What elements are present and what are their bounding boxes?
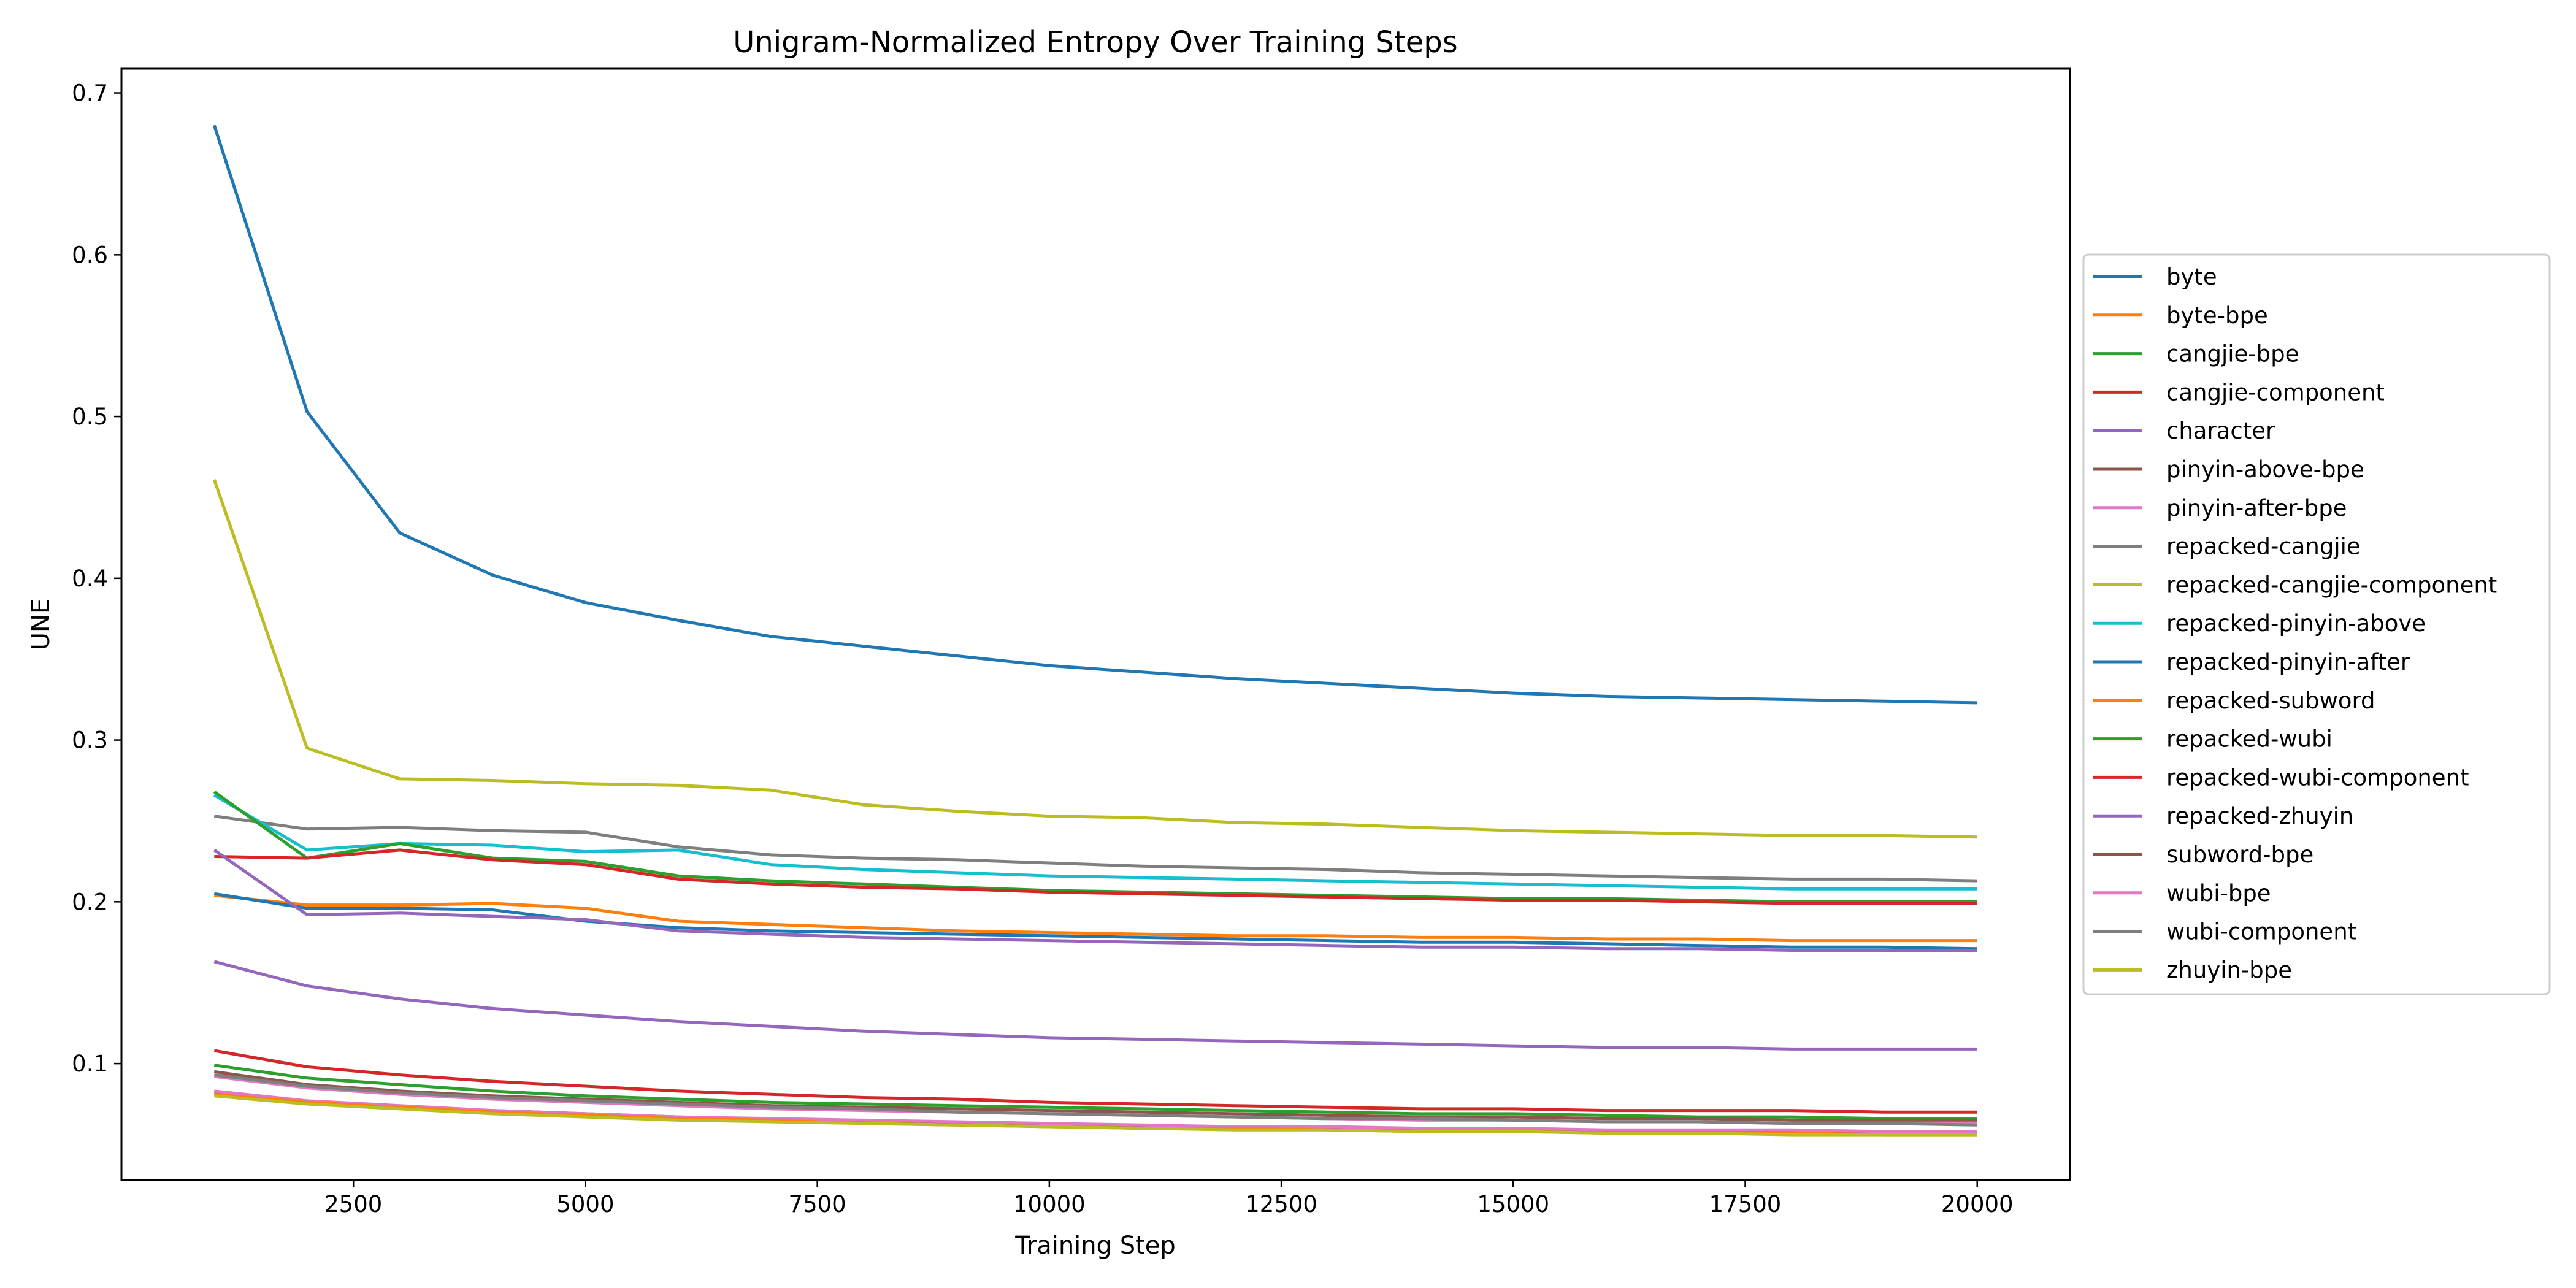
x-axis: 2500 5000 7500 10000 12500 15000 17500 20000: [324, 1180, 2014, 1217]
x-tick-label: 12500: [1245, 1191, 1317, 1217]
legend-label: repacked-cangjie: [2166, 534, 2361, 560]
legend-label: pinyin-after-bpe: [2166, 495, 2347, 521]
legend-label: subword-bpe: [2166, 841, 2313, 868]
legend-label: repacked-pinyin-after: [2166, 649, 2410, 675]
legend-label: zhuyin-bpe: [2166, 957, 2292, 983]
series-line-wubi-component: [213, 1073, 1977, 1127]
series-line-cangjie-bpe: [213, 1064, 1977, 1121]
y-tick-label: 0.7: [72, 80, 108, 107]
series-line-subword-bpe: [213, 1070, 1977, 1122]
legend-label: repacked-zhuyin: [2166, 803, 2353, 829]
series-line-repacked-pinyin-after: [213, 892, 1977, 951]
x-tick-label: 10000: [1013, 1191, 1086, 1217]
series-line-pinyin-after-bpe: [214, 1089, 1977, 1133]
legend-label: repacked-cangjie-component: [2166, 572, 2497, 598]
series-line-repacked-pinyin-above: [213, 794, 1977, 891]
y-tick-label: 0.2: [72, 889, 108, 915]
x-tick-label: 2500: [324, 1191, 382, 1217]
chart-title: Unigram-Normalized Entropy Over Training…: [733, 25, 1457, 59]
y-tick-label: 0.5: [72, 404, 108, 430]
series-line-repacked-cangjie: [213, 815, 1977, 883]
x-tick-label: 15000: [1477, 1191, 1549, 1217]
y-axis-title: UNE: [27, 599, 55, 650]
x-tick-label: 20000: [1941, 1191, 2014, 1217]
legend-label: repacked-pinyin-above: [2166, 610, 2426, 637]
legend-label: cangjie-bpe: [2166, 341, 2299, 367]
x-tick-label: 17500: [1709, 1191, 1782, 1217]
x-tick-label: 7500: [789, 1191, 846, 1217]
series-line-zhuyin-bpe: [214, 1094, 1977, 1137]
legend-frame: [2082, 253, 2551, 995]
series-line-repacked-cangjie-component: [212, 479, 1977, 839]
legend-label: wubi-bpe: [2166, 880, 2271, 907]
legend: byte byte-bpe cangjie-bpe cangjie-component…: [2082, 253, 2551, 995]
plot-area-frame: [120, 67, 2071, 1181]
legend-label: pinyin-above-bpe: [2166, 456, 2364, 483]
x-axis-title: Training Step: [1014, 1232, 1176, 1260]
legend-label: repacked-subword: [2166, 688, 2375, 714]
legend-label: wubi-component: [2166, 919, 2356, 945]
legend-label: cangjie-component: [2166, 379, 2385, 405]
series-line-cangjie-component: [213, 1049, 1977, 1114]
series-line-byte-bpe: [214, 894, 1977, 943]
y-tick-label: 0.3: [72, 727, 108, 754]
y-tick-label: 0.6: [72, 242, 108, 268]
series-line-character: [213, 960, 1977, 1051]
legend-label: repacked-wubi: [2166, 726, 2333, 753]
y-tick-label: 0.4: [72, 565, 108, 592]
series-line-byte: [212, 125, 1977, 705]
series-line-repacked-wubi: [213, 790, 1977, 903]
legend-label: character: [2166, 418, 2275, 444]
y-tick-label: 0.1: [72, 1051, 108, 1077]
y-axis: 0.1 0.2 0.3 0.4 0.5 0.6 0.7: [72, 80, 121, 1077]
x-tick-label: 5000: [556, 1191, 614, 1217]
series-line-repacked-zhuyin: [213, 848, 1977, 952]
legend-label: byte-bpe: [2166, 302, 2268, 329]
series-layer: [212, 125, 1977, 1137]
legend-label: byte: [2166, 264, 2217, 290]
legend-label: repacked-wubi-component: [2166, 764, 2469, 791]
series-line-repacked-wubi-component: [214, 848, 1977, 905]
